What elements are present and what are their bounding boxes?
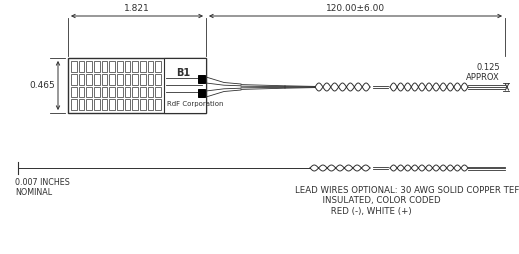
Bar [198,75,205,83]
Bar [125,61,130,72]
Bar [148,61,153,72]
Bar [94,74,100,85]
Bar [79,87,84,97]
Text: 0.465: 0.465 [29,81,55,90]
Bar [148,87,153,97]
Bar [86,61,92,72]
Bar [164,58,206,113]
Bar [155,74,161,85]
Bar [148,74,153,85]
Bar [198,89,205,97]
Bar [71,99,77,110]
Text: RdF Corporation: RdF Corporation [167,101,224,107]
Text: 0.125
APPROX: 0.125 APPROX [466,62,500,82]
Bar [155,87,161,97]
Bar [140,74,146,85]
Bar [110,61,115,72]
Bar [94,99,100,110]
Bar [110,87,115,97]
Bar [94,87,100,97]
Bar [155,61,161,72]
Bar [71,87,77,97]
Text: 1.821: 1.821 [124,4,150,13]
Bar [132,87,138,97]
Bar [71,74,77,85]
Bar [148,99,153,110]
Bar [79,61,84,72]
Bar [102,61,107,72]
Bar [117,87,122,97]
Bar [140,61,146,72]
Bar [102,87,107,97]
Bar [68,58,206,113]
Bar [132,74,138,85]
Bar [117,74,122,85]
Text: 0.007 INCHES
NOMINAL: 0.007 INCHES NOMINAL [15,178,70,197]
Bar [102,74,107,85]
Bar [117,61,122,72]
Bar [79,74,84,85]
Bar [86,74,92,85]
Text: LEAD WIRES OPTIONAL: 30 AWG SOLID COPPER TEFLON
          INSULATED, COLOR CODED: LEAD WIRES OPTIONAL: 30 AWG SOLID COPPER… [295,186,519,216]
Bar [110,99,115,110]
Bar [94,61,100,72]
Bar [86,99,92,110]
Bar [155,99,161,110]
Bar [86,87,92,97]
Text: 120.00±6.00: 120.00±6.00 [326,4,385,13]
Bar [140,99,146,110]
Bar [102,99,107,110]
Bar [132,61,138,72]
Bar [110,74,115,85]
Bar [125,99,130,110]
Bar [125,74,130,85]
Bar [71,61,77,72]
Bar [140,87,146,97]
Bar [125,87,130,97]
Text: B1: B1 [176,68,190,78]
Bar [117,99,122,110]
Bar [132,99,138,110]
Bar [79,99,84,110]
